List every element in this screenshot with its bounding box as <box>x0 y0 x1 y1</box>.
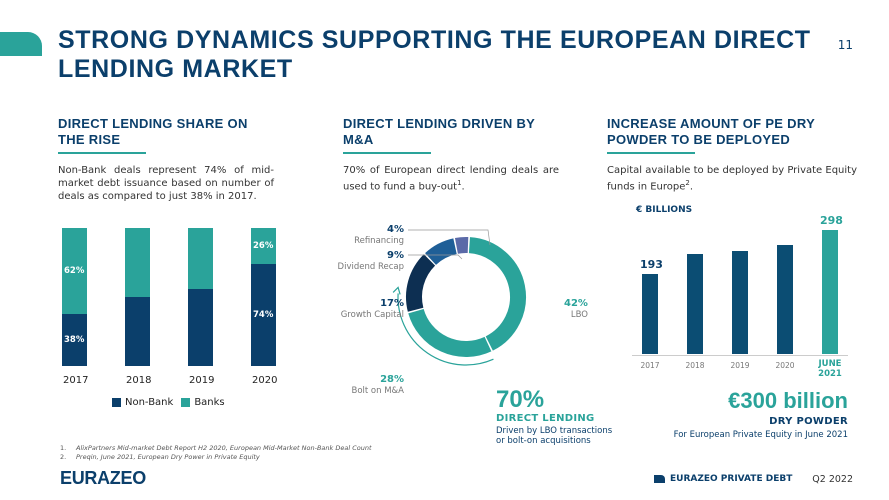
donut-bracket-arc <box>397 293 494 366</box>
x-tick-label-2020: 2020 <box>252 375 278 386</box>
donut-label-growth-capital: 17% Growth Capital <box>300 298 404 321</box>
donut-chart <box>392 229 526 366</box>
donut-label-value-refinancing: 4% <box>387 224 404 235</box>
donut-label-name-dividend-recap: Dividend Recap <box>337 262 404 272</box>
section3-underline <box>607 152 695 154</box>
legend-label-banks: Banks <box>194 397 225 408</box>
bar-segment-non-bank-2020 <box>251 263 276 366</box>
bar-label-banks-2019: 44% <box>164 253 185 264</box>
bar-segment-banks-2017 <box>62 228 87 314</box>
donut-label-refinancing: 4% Refinancing <box>300 224 404 247</box>
section2-text-body: 70% of European direct lending deals are… <box>343 165 559 193</box>
donut-label-name-growth-capital: Growth Capital <box>340 310 404 320</box>
donut-label-value-growth-capital: 17% <box>380 298 404 309</box>
donut-label-name-refinancing: Refinancing <box>354 236 404 246</box>
dry-powder-units: € BILLIONS <box>636 205 693 215</box>
footnote-1-text: AlixPartners Mid-market Debt Report H2 2… <box>76 444 372 452</box>
dry-powder-caption: For European Private Equity in June 2021 <box>673 430 848 440</box>
dry-powder-value-june-2021: 298 <box>820 214 843 227</box>
dry-powder-bar-2020 <box>777 244 793 354</box>
section3-footnote-ref: 2 <box>685 179 690 187</box>
section3-text: Capital available to be deployed by Priv… <box>607 165 857 193</box>
donut-slice-lbo <box>468 237 526 351</box>
footnote-2-number: 2. <box>60 453 67 461</box>
eurazeo-logo: EURAZEO <box>60 468 146 488</box>
donut-label-value-dividend-recap: 9% <box>387 250 404 261</box>
dry-powder-bar-2019 <box>732 251 748 354</box>
donut-label-bolt-on-m-a: 28% Bolt on M&A <box>300 374 405 397</box>
dry-powder-x-label-2019: 2019 <box>730 361 750 370</box>
legend-label-non-bank: Non-Bank <box>125 397 174 408</box>
bar-segment-banks-2019 <box>188 228 213 289</box>
direct-lending-caption-line2: or bolt-on acquisitions <box>496 436 591 446</box>
dry-powder-x-label-june-2021: JUNE 2021 <box>818 359 842 379</box>
dry-powder-bar-june-2021 <box>822 230 838 354</box>
footnote-1: 1. AlixPartners Mid-market Debt Report H2… <box>60 444 372 452</box>
x-tick-label-2018: 2018 <box>126 375 152 386</box>
x-tick-label-2019: 2019 <box>189 375 215 386</box>
legend-swatch-banks <box>181 398 191 407</box>
donut-label-dividend-recap: 9% Dividend Recap <box>300 250 404 273</box>
footer-brand-label: EURAZEO PRIVATE DEBT <box>670 474 793 484</box>
header-accent-tab <box>0 32 42 56</box>
page-number: 11 <box>837 38 853 52</box>
footer-quarter: Q2 2022 <box>812 474 853 485</box>
donut-label-name-bolt-on-m-a: Bolt on M&A <box>351 386 405 396</box>
dry-powder-axis-line <box>632 355 848 356</box>
direct-lending-caption: Driven by LBO transactions or bolt-on ac… <box>496 426 612 446</box>
bar-segment-banks-2020 <box>251 228 276 264</box>
donut-leader-line-1 <box>408 229 491 246</box>
section1-text: Non-Bank deals represent 74% of mid-mark… <box>58 165 274 202</box>
section3-title: INCREASE AMOUNT OF PE DRY POWDER TO BE D… <box>607 116 815 147</box>
donut-slice-dividend-recap <box>425 238 458 266</box>
dry-powder-bar-2017 <box>642 273 658 354</box>
dry-powder-big-value: €300 billion <box>728 388 848 413</box>
donut-label-name-lbo: LBO <box>570 310 588 320</box>
section1-underline <box>58 152 146 154</box>
direct-lending-caption-line1: Driven by LBO transactions <box>496 426 613 436</box>
bar-label-banks-2018: 50% <box>101 257 122 268</box>
donut-slice-growth-capital <box>406 254 436 312</box>
section2-title: DIRECT LENDING DRIVEN BY M&A <box>343 116 535 147</box>
bar-label-non-bank-2019: 56% <box>164 322 185 333</box>
dry-powder-x-label-2017: 2017 <box>640 361 660 370</box>
bar-label-non-bank-2020: 74% <box>253 309 274 320</box>
donut-slice-refinancing <box>454 237 469 254</box>
direct-lending-big-value: 70% <box>496 386 545 413</box>
bar-label-banks-2017: 62% <box>64 265 85 276</box>
bar-label-non-bank-2018: 50% <box>101 326 122 337</box>
dry-powder-x-label-2018: 2018 <box>685 361 705 370</box>
page-title: STRONG DYNAMICS SUPPORTING THE EUROPEAN … <box>58 26 811 83</box>
donut-slice-bolt-on-m-a <box>408 308 492 357</box>
direct-lending-caption-title: DIRECT LENDING <box>496 413 595 424</box>
section3-text-body: Capital available to be deployed by Priv… <box>607 165 857 193</box>
section1-title: DIRECT LENDING SHARE ON THE RISE <box>58 116 248 147</box>
donut-label-value-lbo: 42% <box>564 298 588 309</box>
donut-bracket-arrowhead <box>392 286 401 295</box>
footer-brand: EURAZEO PRIVATE DEBT <box>654 474 792 484</box>
dry-powder-bar-2018 <box>687 254 703 354</box>
donut-leader-line-2 <box>408 254 463 260</box>
section2-text: 70% of European direct lending deals are… <box>343 165 559 193</box>
bar-segment-non-bank-2018 <box>125 297 150 366</box>
bar-label-banks-2020: 26% <box>253 240 274 251</box>
footnote-1-number: 1. <box>60 444 67 452</box>
footnote-2: 2. Preqin, June 2021, European Dry Power … <box>60 453 260 461</box>
bar-segment-non-bank-2019 <box>188 288 213 366</box>
donut-label-value-bolt-on-m-a: 28% <box>380 374 404 385</box>
donut-label-lbo: 42% LBO <box>564 298 588 321</box>
dry-powder-caption-title: DRY POWDER <box>769 416 848 427</box>
stacked-chart-legend: Non-Bank Banks <box>112 397 225 408</box>
legend-swatch-non-bank <box>112 398 121 407</box>
dry-powder-x-label-2020: 2020 <box>775 361 795 370</box>
footnote-2-text: Preqin, June 2021, European Dry Power in… <box>76 453 260 461</box>
bar-segment-banks-2018 <box>125 228 150 297</box>
bar-segment-non-bank-2017 <box>62 313 87 366</box>
brand-tab-icon <box>654 475 665 483</box>
section2-underline <box>343 152 431 154</box>
section2-footnote-ref: 1 <box>457 179 462 187</box>
x-tick-label-2017: 2017 <box>63 375 89 386</box>
bar-label-non-bank-2017: 38% <box>64 334 85 345</box>
dry-powder-value-2017: 193 <box>640 257 663 271</box>
